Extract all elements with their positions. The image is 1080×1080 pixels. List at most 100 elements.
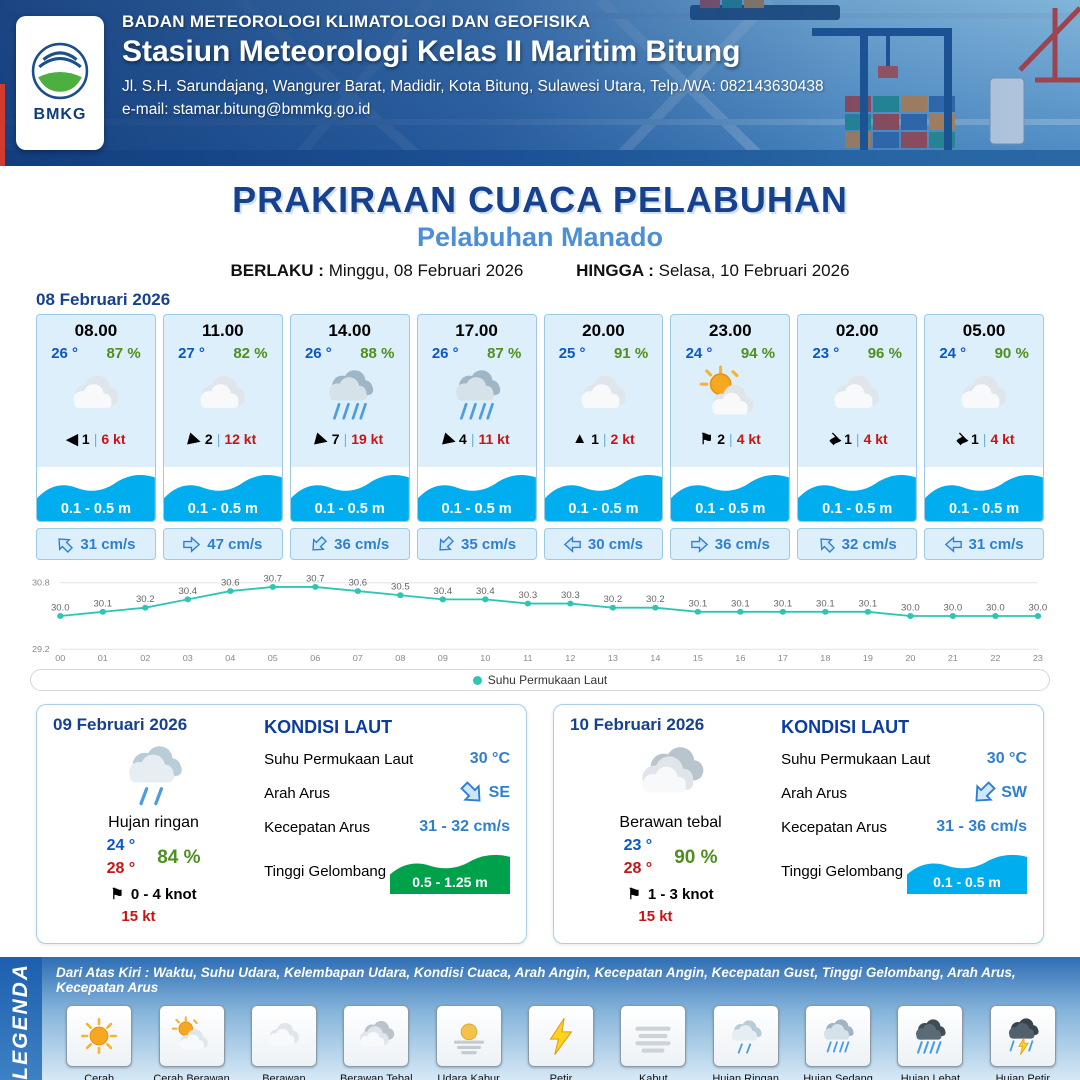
svg-text:15: 15	[693, 654, 703, 664]
agency-name: BADAN METEOROLOGI KLIMATOLOGI DAN GEOFIS…	[122, 12, 591, 31]
legend-item: Hujan Ringan	[703, 1005, 789, 1080]
wind-barb-icon: ⚑	[627, 886, 641, 903]
wave-height-band: 0.1 - 0.5 m	[37, 467, 155, 521]
air-temperature: 24 °	[685, 345, 713, 362]
svg-text:10: 10	[480, 654, 490, 664]
wind-direction-icon: ▶	[314, 429, 330, 450]
forecast-time: 02.00	[835, 321, 879, 340]
svg-text:11: 11	[523, 654, 533, 664]
svg-text:30.6: 30.6	[348, 578, 367, 588]
weather-condition: Hujan ringan	[108, 814, 199, 831]
wind-speed: 4 kt	[736, 431, 761, 447]
current-speed-label: Kecepatan Arus	[781, 818, 887, 836]
weather-icon	[303, 364, 397, 426]
svg-text:30.1: 30.1	[859, 599, 878, 609]
wind-direction-icon: ▲	[572, 430, 588, 447]
forecast-card: 02.00 23 ° 96 % ⚑ 1 | 4 kt 0.1 - 0.5 m	[797, 314, 918, 560]
daily-date: 10 Februari 2026	[570, 715, 705, 734]
current-speed-row: Kecepatan Arus 31 - 36 cm/s	[781, 818, 1027, 836]
svg-text:13: 13	[608, 654, 618, 664]
svg-text:30.6: 30.6	[221, 578, 240, 588]
separator: |	[216, 431, 221, 447]
weather-icon	[810, 364, 904, 426]
temp-max: 28 °	[106, 860, 136, 877]
legend-title-strip: LEGENDA	[0, 957, 42, 1080]
wave-height-band: 0.1 - 0.5 m	[925, 467, 1043, 521]
wind-speed: 6 kt	[101, 431, 126, 447]
wind-gust-value: 1	[971, 431, 979, 447]
svg-text:30.0: 30.0	[1029, 603, 1048, 613]
svg-text:17: 17	[778, 654, 788, 664]
svg-text:29.2: 29.2	[32, 644, 50, 654]
bmkg-logo-icon	[31, 42, 89, 100]
wind-direction-icon: ▶	[187, 429, 203, 450]
header-text: BADAN METEOROLOGI KLIMATOLOGI DAN GEOFIS…	[122, 12, 1070, 119]
wind-range: 1 - 3 knot	[647, 885, 714, 903]
weather-icon	[250, 1005, 317, 1067]
svg-text:18: 18	[820, 654, 830, 664]
legend-item: Hujan Lebat	[887, 1005, 973, 1080]
wave-height-band: 0.1 - 0.5 m	[163, 467, 282, 521]
legend-item: Cerah Berawan	[148, 1005, 234, 1080]
humidity: 91 %	[613, 345, 649, 362]
svg-text:21: 21	[948, 654, 958, 664]
legend-item-label: Cerah	[84, 1073, 115, 1080]
wind-direction-icon: ⚑	[699, 431, 714, 448]
legend-items-row: Cerah Cerah Berawan Berawan Berawan Teba…	[56, 1005, 1066, 1080]
temp-max: 28 °	[623, 860, 653, 877]
wave-height-label: Tinggi Gelombang	[264, 862, 387, 880]
legend-dot-icon	[472, 675, 482, 685]
wave-height: 0.1 - 0.5 m	[568, 501, 639, 517]
legend-item-label: Hujan Sedang	[803, 1073, 873, 1080]
svg-text:30.1: 30.1	[93, 599, 112, 609]
wave-icon	[798, 475, 917, 521]
weather-icon	[343, 1005, 410, 1067]
wave-height-value: 0.1 - 0.5 m	[933, 874, 1001, 890]
svg-text:02: 02	[140, 654, 150, 664]
wave-height-row: Tinggi Gelombang 0.5 - 1.25 m	[264, 848, 510, 894]
current-direction-icon	[690, 535, 708, 553]
wave-height: 0.1 - 0.5 m	[60, 501, 131, 517]
header-overlay	[0, 0, 1080, 166]
wave-icon	[907, 854, 1027, 894]
svg-text:30.2: 30.2	[604, 595, 623, 605]
forecast-card-main: 20.00 25 ° 91 % ▲ 1 | 2 kt 0.1 - 0.5 m	[543, 314, 664, 522]
wave-height: 0.1 - 0.5 m	[314, 501, 385, 517]
legend-item: Kabut	[610, 1005, 696, 1080]
wave-icon	[544, 475, 663, 521]
air-temperature: 23 °	[812, 345, 840, 362]
svg-text:22: 22	[990, 654, 1000, 664]
temp-humidity-row: 23 ° 96 %	[798, 345, 916, 362]
legend-item-label: Cerah Berawan	[153, 1073, 230, 1080]
temp-min: 23 °	[623, 837, 653, 854]
daily-weather-column: 09 Februari 2026 Hujan ringan 24 ° 28 ° …	[53, 715, 254, 933]
sst-row: Suhu Permukaan Laut 30 °C	[781, 750, 1027, 768]
forecast-card: 08.00 26 ° 87 % ◀ 1 | 6 kt 0.1 - 0.5 m	[36, 314, 156, 560]
svg-text:19: 19	[863, 654, 873, 664]
wind-speed: 11 kt	[478, 431, 510, 447]
current-direction-row: Arah Arus SW	[781, 780, 1027, 806]
current-speed: 47 cm/s	[207, 535, 263, 553]
legend-item-label: Berawan	[262, 1073, 306, 1080]
svg-text:30.1: 30.1	[816, 599, 835, 609]
bmkg-logo-text: BMKG	[33, 106, 87, 123]
wave-height: 0.1 - 0.5 m	[822, 501, 893, 517]
svg-text:30.8: 30.8	[32, 578, 50, 588]
sea-condition-column: KONDISI LAUT Suhu Permukaan Laut 30 °C A…	[254, 715, 510, 933]
legend-item-label: Berawan Tebal	[339, 1073, 413, 1080]
separator: |	[93, 431, 98, 447]
wave-icon	[163, 475, 282, 521]
humidity: 94 %	[740, 345, 776, 362]
current-box: 36 cm/s	[289, 528, 410, 560]
forecast-card-main: 11.00 27 ° 82 % ▶ 2 | 12 kt 0.1 - 0.5 m	[162, 314, 283, 522]
svg-text:30.2: 30.2	[136, 595, 155, 605]
svg-text:30.1: 30.1	[774, 599, 793, 609]
wave-height-row: Tinggi Gelombang 0.1 - 0.5 m	[781, 848, 1027, 894]
wind-speed: 4 kt	[863, 431, 888, 447]
humidity: 96 %	[867, 345, 902, 362]
forecast-card-main: 05.00 24 ° 90 % ⚑ 1 | 4 kt 0.1 - 0.5 m	[924, 314, 1044, 522]
legend-item-label: Hujan Lebat	[900, 1073, 961, 1080]
forecast-card-main: 08.00 26 ° 87 % ◀ 1 | 6 kt 0.1 - 0.5 m	[36, 314, 156, 522]
weather-icon	[435, 1005, 502, 1067]
legend-item: Udara Kabur	[425, 1005, 511, 1080]
